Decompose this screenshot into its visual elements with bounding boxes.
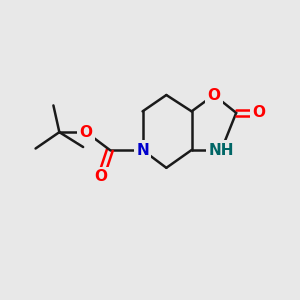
Text: O: O <box>207 88 220 103</box>
Text: O: O <box>252 105 265 120</box>
Text: NH: NH <box>208 142 234 158</box>
Text: O: O <box>94 169 107 184</box>
Text: N: N <box>136 142 149 158</box>
Text: O: O <box>80 125 93 140</box>
